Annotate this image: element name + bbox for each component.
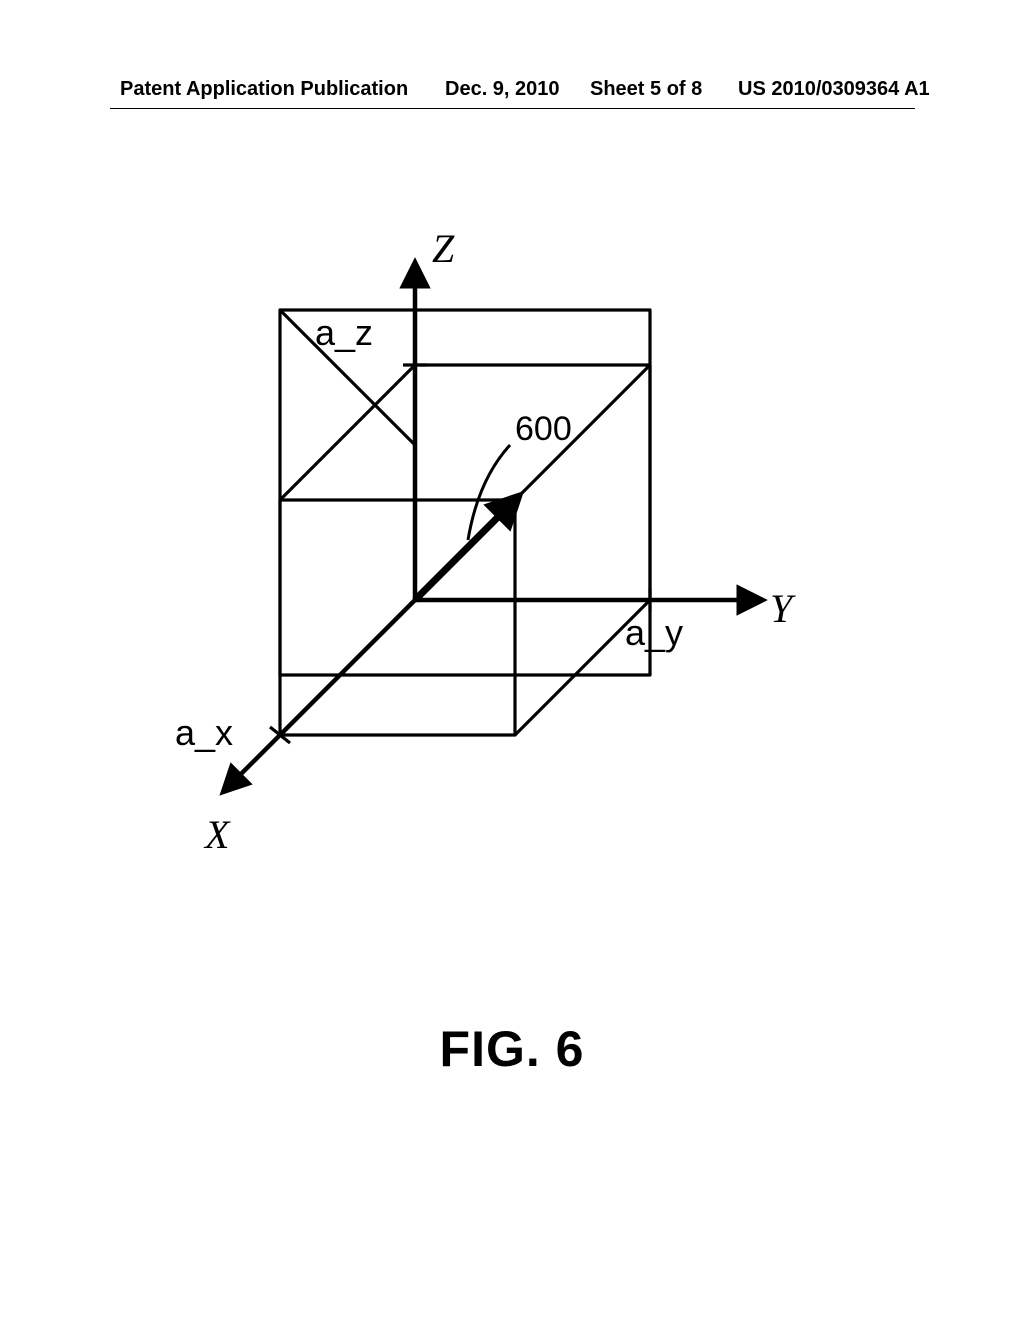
header-date: Dec. 9, 2010 [445,78,560,101]
x-axis-label: X [203,812,231,857]
header-publication: Patent Application Publication [120,78,408,101]
az-label: a_z [315,312,373,353]
z-axis-label: Z [432,226,455,271]
header-number: US 2010/0309364 A1 [738,78,930,101]
ref-number: 600 [515,410,572,448]
header-rule [110,108,915,109]
y-axis-label: Y [770,586,796,631]
ax-label: a_x [175,712,233,753]
figure-label: FIG. 6 [0,1020,1024,1078]
coordinate-diagram: Z Y X a_z a_y a_x 600 [110,170,915,950]
acceleration-vector [415,500,515,600]
patent-page: Patent Application Publication Dec. 9, 2… [0,0,1024,1320]
header-sheet: Sheet 5 of 8 [590,78,702,101]
ay-label: a_y [625,612,683,653]
